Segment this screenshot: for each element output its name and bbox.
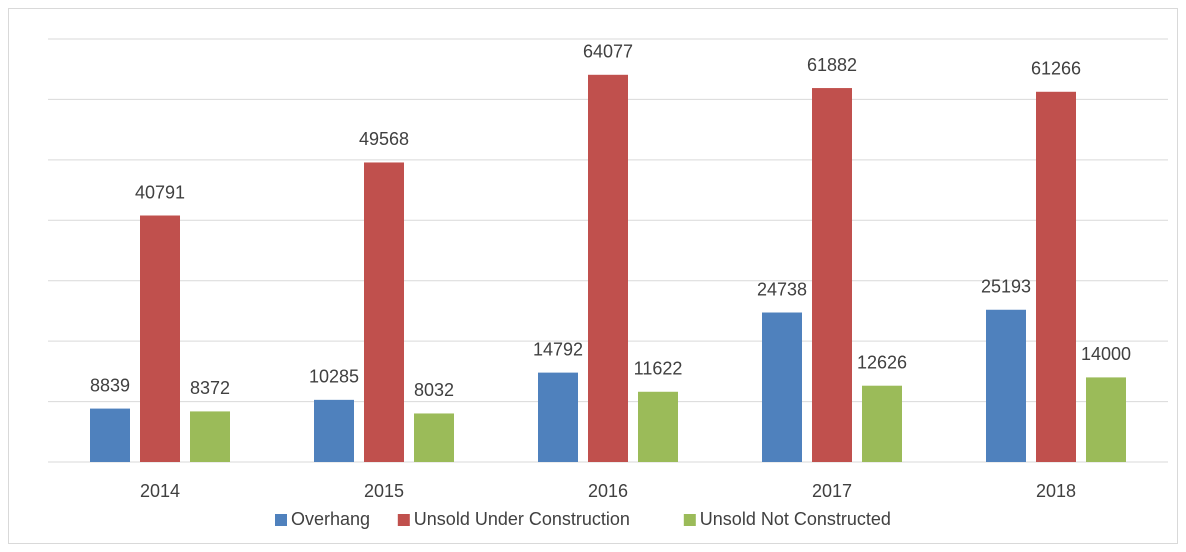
data-label: 24738 xyxy=(757,279,807,299)
data-label: 49568 xyxy=(359,129,409,149)
legend-label: Unsold Not Constructed xyxy=(700,509,891,529)
data-label: 25193 xyxy=(981,277,1031,297)
bar xyxy=(1086,377,1126,462)
data-label: 8839 xyxy=(90,375,130,395)
bar xyxy=(364,162,404,462)
data-label: 12626 xyxy=(857,352,907,372)
bar xyxy=(812,88,852,463)
chart-border xyxy=(8,8,1178,544)
data-label: 14792 xyxy=(533,339,583,359)
bar xyxy=(538,372,578,462)
bar xyxy=(986,309,1026,462)
x-tick-label: 2018 xyxy=(1036,481,1076,501)
bar xyxy=(90,408,130,462)
bar xyxy=(414,413,454,462)
x-tick-label: 2014 xyxy=(140,481,180,501)
data-label: 11622 xyxy=(634,359,683,379)
legend-swatch xyxy=(275,514,287,526)
x-tick-label: 2016 xyxy=(588,481,628,501)
bar xyxy=(140,215,180,462)
bar xyxy=(1036,91,1076,462)
data-label: 61882 xyxy=(807,55,857,75)
bar xyxy=(638,391,678,462)
data-label: 10285 xyxy=(309,367,359,387)
bar xyxy=(190,411,230,462)
data-label: 8372 xyxy=(190,378,230,398)
legend-swatch xyxy=(397,514,410,526)
bar xyxy=(588,74,628,462)
bar xyxy=(762,312,802,462)
data-label: 14000 xyxy=(1081,344,1131,364)
data-label: 64077 xyxy=(583,42,633,62)
bar xyxy=(314,399,354,462)
x-tick-label: 2017 xyxy=(812,481,852,501)
x-tick-label: 2015 xyxy=(364,481,404,501)
data-label: 61266 xyxy=(1031,59,1081,79)
bar xyxy=(862,385,902,462)
legend-label: Unsold Under Construction xyxy=(414,509,630,529)
legend-swatch xyxy=(683,514,696,526)
legend-label: Overhang xyxy=(291,509,370,529)
data-label: 8032 xyxy=(414,380,454,400)
data-label: 40791 xyxy=(135,182,185,202)
